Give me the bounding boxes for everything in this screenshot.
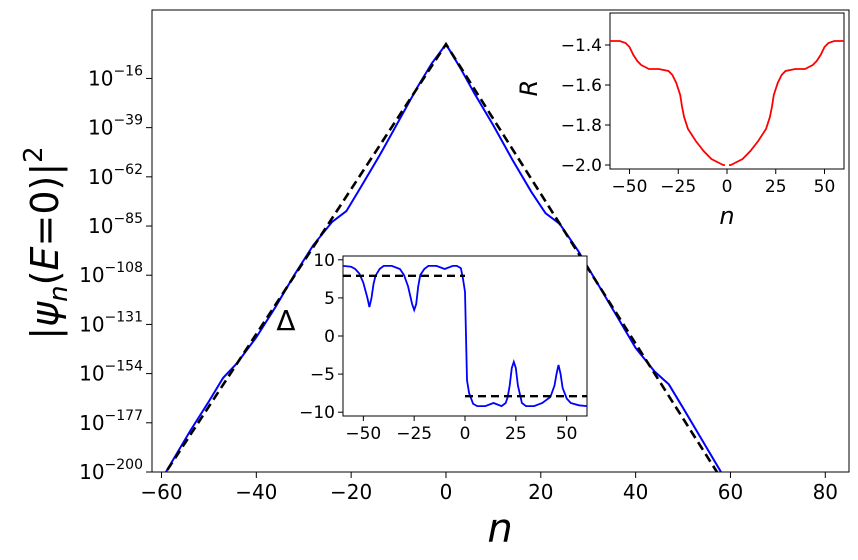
main-x-tick-label: 60 bbox=[718, 480, 743, 504]
inset1-y-tick-label: −1.8 bbox=[561, 116, 602, 136]
main-y-tick-label: 10−177 bbox=[79, 408, 143, 435]
inset1-y-tick-label: −2.0 bbox=[561, 156, 602, 176]
main-y-tick-label: 10−108 bbox=[79, 260, 143, 287]
inset2-y-tick-label: −5 bbox=[310, 365, 335, 385]
main-y-axis-label-text: |ψn(E=0)|2 bbox=[19, 146, 74, 339]
inset2-y-tick-label: 10 bbox=[313, 251, 335, 271]
inset2-x-tick-label: 0 bbox=[460, 424, 471, 444]
main-x-tick-label: −60 bbox=[140, 480, 182, 504]
main-x-tick-label: 20 bbox=[528, 480, 553, 504]
main-dashed-line bbox=[164, 41, 719, 472]
r-series-group bbox=[610, 40, 844, 166]
delta-y-axis-label: Δ bbox=[276, 304, 295, 337]
main-x-tick-label: 0 bbox=[440, 480, 453, 504]
inset1-x-tick-label: 50 bbox=[814, 177, 836, 197]
main-y-tick-label: 10−39 bbox=[88, 113, 143, 140]
inset1-x-tick-label: 25 bbox=[765, 177, 787, 197]
main-y-ticks: 10−16 10−39 10−62 10−85 10−108 10−131 10−154 10… bbox=[79, 63, 152, 484]
delta-inset-frame bbox=[342, 255, 588, 417]
inset2-y-tick-label: 0 bbox=[324, 327, 335, 347]
main-x-tick-label: 40 bbox=[623, 480, 648, 504]
delta-y-ticks: 10 5 0 −5 −10 bbox=[299, 251, 343, 423]
r-x-axis-label: n bbox=[719, 202, 734, 230]
r-inset: −50 −25 0 25 50 −1.4 −1.6 −1.8 −2.0 n R bbox=[515, 12, 845, 230]
inset2-y-tick-label: 5 bbox=[324, 289, 335, 309]
r-y-axis-label: R bbox=[515, 80, 543, 97]
inset2-y-tick-label: −10 bbox=[299, 403, 335, 423]
inset1-y-tick-label: −1.6 bbox=[561, 76, 602, 96]
delta-blue-line bbox=[343, 264, 587, 408]
main-x-tick-label: 80 bbox=[813, 480, 838, 504]
main-y-tick-label: 10−85 bbox=[88, 211, 143, 238]
inset1-x-tick-label: 0 bbox=[722, 177, 733, 197]
inset2-x-tick-label: −25 bbox=[396, 424, 432, 444]
main-x-axis-label: n bbox=[487, 506, 512, 552]
inset1-y-tick-label: −1.4 bbox=[561, 36, 602, 56]
r-x-ticks: −50 −25 0 25 50 bbox=[612, 169, 836, 197]
main-x-ticks: −60 −40 −20 0 20 40 60 80 bbox=[140, 472, 838, 504]
main-y-tick-label: 10−16 bbox=[88, 63, 143, 90]
inset2-x-tick-label: −50 bbox=[345, 424, 381, 444]
main-x-tick-label: −40 bbox=[235, 480, 277, 504]
delta-x-ticks: −50 −25 0 25 50 bbox=[345, 416, 577, 444]
r-red-line bbox=[610, 40, 725, 166]
delta-series-group bbox=[343, 264, 587, 408]
main-y-tick-label: 10−131 bbox=[79, 309, 143, 336]
r-y-ticks: −1.4 −1.6 −1.8 −2.0 bbox=[561, 36, 610, 176]
inset1-x-tick-label: −25 bbox=[660, 177, 696, 197]
main-x-tick-label: −20 bbox=[330, 480, 372, 504]
main-y-tick-label: 10−200 bbox=[79, 457, 143, 484]
r-red-line bbox=[729, 40, 844, 166]
inset1-x-tick-label: −50 bbox=[612, 177, 648, 197]
main-y-tick-label: 10−62 bbox=[88, 162, 143, 189]
main-y-axis-label: |ψn(E=0)|2 bbox=[19, 146, 74, 339]
inset2-x-tick-label: 25 bbox=[505, 424, 527, 444]
main-y-tick-label: 10−154 bbox=[79, 359, 143, 386]
inset2-x-tick-label: 50 bbox=[556, 424, 578, 444]
r-inset-frame bbox=[609, 12, 845, 170]
main-series-group bbox=[164, 41, 723, 472]
